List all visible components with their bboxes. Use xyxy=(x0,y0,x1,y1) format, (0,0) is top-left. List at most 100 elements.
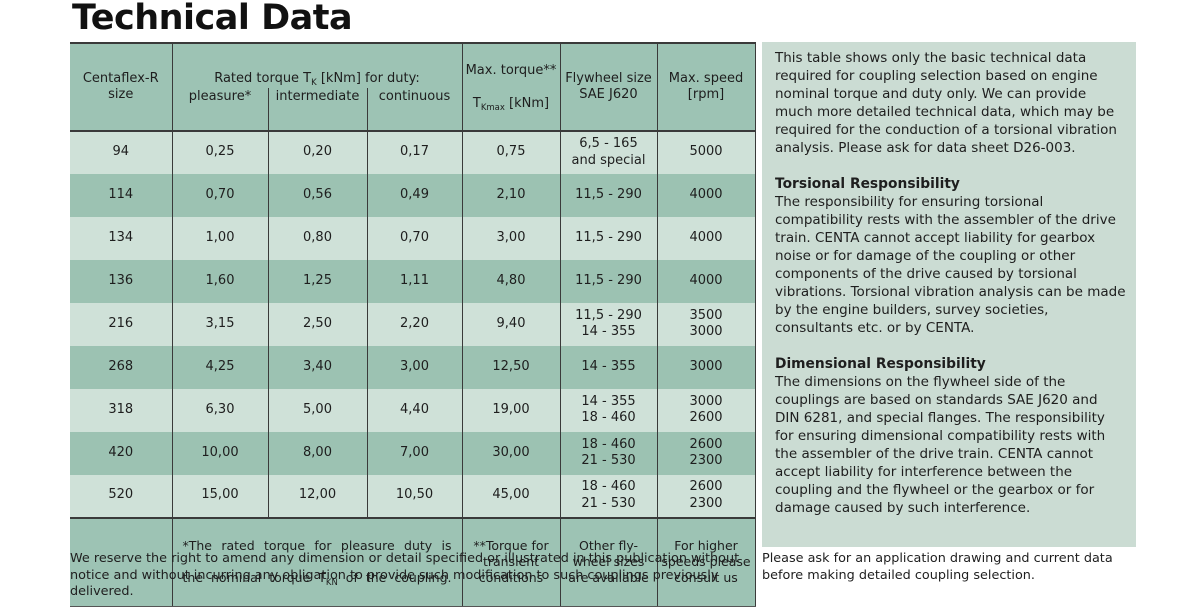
info-panel: This table shows only the basic technica… xyxy=(762,42,1136,547)
cell-continuous: 0,17 xyxy=(366,129,462,174)
table-row-318: 318 6,30 5,00 4,40 19,00 14 - 355 18 - 4… xyxy=(70,388,756,432)
cell-continuous: 0,70 xyxy=(366,216,462,260)
cell-speed: 3000 xyxy=(656,345,756,389)
cell-continuous: 0,49 xyxy=(366,173,462,217)
footnote-rated-line-2: the nominal torque TKN of the coupling. xyxy=(182,570,452,589)
cell-max-torque: 4,80 xyxy=(461,259,560,303)
cell-intermediate: 12,00 xyxy=(267,474,367,518)
cell-speed: 2600 2300 xyxy=(656,474,756,518)
cell-pleasure: 10,00 xyxy=(171,431,268,475)
torsional-responsibility-heading: Torsional Responsibility xyxy=(775,176,960,192)
cell-size: 94 xyxy=(70,129,172,174)
cell-size: 318 xyxy=(70,388,172,432)
cell-continuous: 1,11 xyxy=(366,259,462,303)
max-torque-label: Max. torque** xyxy=(465,62,557,78)
page-title: Technical Data xyxy=(72,0,353,38)
cell-intermediate: 3,40 xyxy=(267,345,367,389)
cell-pleasure: 1,00 xyxy=(171,216,268,260)
cell-max-torque: 12,50 xyxy=(461,345,560,389)
cell-size: 520 xyxy=(70,474,172,518)
cell-flywheel: 11,5 - 290 14 - 355 xyxy=(559,302,657,346)
cell-max-torque: 19,00 xyxy=(461,388,560,432)
column-header-max-torque: Max. torque** TKmax [kNm] xyxy=(461,42,560,131)
cell-flywheel: 18 - 460 21 - 530 xyxy=(559,474,657,518)
cell-max-torque: 2,10 xyxy=(461,173,560,217)
subcolumn-header-continuous: continuous xyxy=(366,88,462,131)
panel-intro-paragraph: This table shows only the basic technica… xyxy=(775,50,1117,156)
cell-flywheel: 11,5 - 290 xyxy=(559,173,657,217)
cell-pleasure: 0,25 xyxy=(171,129,268,174)
cell-max-torque: 0,75 xyxy=(461,129,560,174)
column-header-rated-torque: Rated torque TK [kNm] for duty: xyxy=(171,41,462,89)
dimensional-responsibility-paragraph: The dimensions on the flywheel side of t… xyxy=(775,374,1106,516)
cell-flywheel: 6,5 - 165 and special xyxy=(559,129,657,174)
cell-flywheel: 11,5 - 290 xyxy=(559,216,657,260)
cell-max-torque: 30,00 xyxy=(461,431,560,475)
cell-intermediate: 2,50 xyxy=(267,302,367,346)
cell-max-torque: 45,00 xyxy=(461,474,560,518)
footnote-flywheel: Other fly- wheel sizes are available xyxy=(559,516,657,607)
cell-pleasure: 15,00 xyxy=(171,474,268,518)
cell-pleasure: 3,15 xyxy=(171,302,268,346)
dimensional-responsibility-heading: Dimensional Responsibility xyxy=(775,356,986,372)
cell-intermediate: 8,00 xyxy=(267,431,367,475)
cell-max-torque: 9,40 xyxy=(461,302,560,346)
cell-intermediate: 0,20 xyxy=(267,129,367,174)
tkn-subscript: KN xyxy=(325,578,338,589)
table-row-94: 94 0,25 0,20 0,17 0,75 6,5 - 165 and spe… xyxy=(70,129,756,174)
cell-size: 268 xyxy=(70,345,172,389)
cell-continuous: 4,40 xyxy=(366,388,462,432)
rated-torque-subscript: K xyxy=(311,77,317,88)
table-row-216: 216 3,15 2,50 2,20 9,40 11,5 - 290 14 - … xyxy=(70,302,756,346)
column-header-size: Centaflex-R size xyxy=(70,42,172,131)
footnote-rated-torque: *The rated torque for pleasure duty is t… xyxy=(171,516,462,607)
header-row-2: pleasure* intermediate continuous xyxy=(70,88,755,131)
cell-speed: 3000 2600 xyxy=(656,388,756,432)
cell-continuous: 3,00 xyxy=(366,345,462,389)
cell-pleasure: 6,30 xyxy=(171,388,268,432)
cell-continuous: 2,20 xyxy=(366,302,462,346)
subcolumn-header-pleasure: pleasure* xyxy=(171,88,268,131)
cell-size: 134 xyxy=(70,216,172,260)
cell-speed: 2600 2300 xyxy=(656,431,756,475)
footnote-max-speed: For higher speeds please consult us xyxy=(656,516,756,607)
max-torque-subscript: Kmax xyxy=(480,102,505,113)
table-row-136: 136 1,60 1,25 1,11 4,80 11,5 - 290 4000 xyxy=(70,259,756,303)
table-footnote-row: *The rated torque for pleasure duty is t… xyxy=(70,516,756,607)
cell-speed: 4000 xyxy=(656,216,756,260)
cell-size: 136 xyxy=(70,259,172,303)
footnote-empty-cell xyxy=(70,516,172,607)
cell-speed: 5000 xyxy=(656,129,756,174)
table-row-520: 520 15,00 12,00 10,50 45,00 18 - 460 21 … xyxy=(70,474,756,518)
cell-speed: 4000 xyxy=(656,173,756,217)
column-header-max-speed: Max. speed [rpm] xyxy=(656,42,756,131)
cell-pleasure: 1,60 xyxy=(171,259,268,303)
cell-flywheel: 11,5 - 290 xyxy=(559,259,657,303)
reservation-note: We reserve the right to amend any dimens… xyxy=(70,551,740,599)
application-drawing-note: Please ask for an application drawing an… xyxy=(762,551,1113,583)
torsional-responsibility-paragraph: The responsibility for ensuring torsiona… xyxy=(775,194,1126,336)
cell-size: 420 xyxy=(70,431,172,475)
rated-torque-label-end: [kNm] for duty: xyxy=(316,70,420,86)
table-row-134: 134 1,00 0,80 0,70 3,00 11,5 - 290 4000 xyxy=(70,216,756,260)
cell-size: 114 xyxy=(70,173,172,217)
technical-data-table: Centaflex-R size Rated torque TK [kNm] f… xyxy=(70,41,756,607)
cell-speed: 4000 xyxy=(656,259,756,303)
header-row-1: Centaflex-R size Rated torque TK [kNm] f… xyxy=(70,41,756,131)
table-row-420: 420 10,00 8,00 7,00 30,00 18 - 460 21 - … xyxy=(70,431,756,475)
cell-pleasure: 0,70 xyxy=(171,173,268,217)
cell-speed: 3500 3000 xyxy=(656,302,756,346)
cell-continuous: 10,50 xyxy=(366,474,462,518)
cell-intermediate: 0,80 xyxy=(267,216,367,260)
cell-flywheel: 14 - 355 18 - 460 xyxy=(559,388,657,432)
cell-intermediate: 0,56 xyxy=(267,173,367,217)
table-row-114: 114 0,70 0,56 0,49 2,10 11,5 - 290 4000 xyxy=(70,173,756,217)
cell-continuous: 7,00 xyxy=(366,431,462,475)
cell-pleasure: 4,25 xyxy=(171,345,268,389)
table-row-268: 268 4,25 3,40 3,00 12,50 14 - 355 3000 xyxy=(70,345,756,389)
column-header-flywheel: Flywheel size SAE J620 xyxy=(559,42,657,131)
rated-torque-label: Rated torque T xyxy=(214,70,312,86)
cell-intermediate: 5,00 xyxy=(267,388,367,432)
footnote-rated-line-1: *The rated torque for pleasure duty is xyxy=(182,538,452,554)
max-torque-symbol: TKmax [kNm] xyxy=(472,95,550,113)
